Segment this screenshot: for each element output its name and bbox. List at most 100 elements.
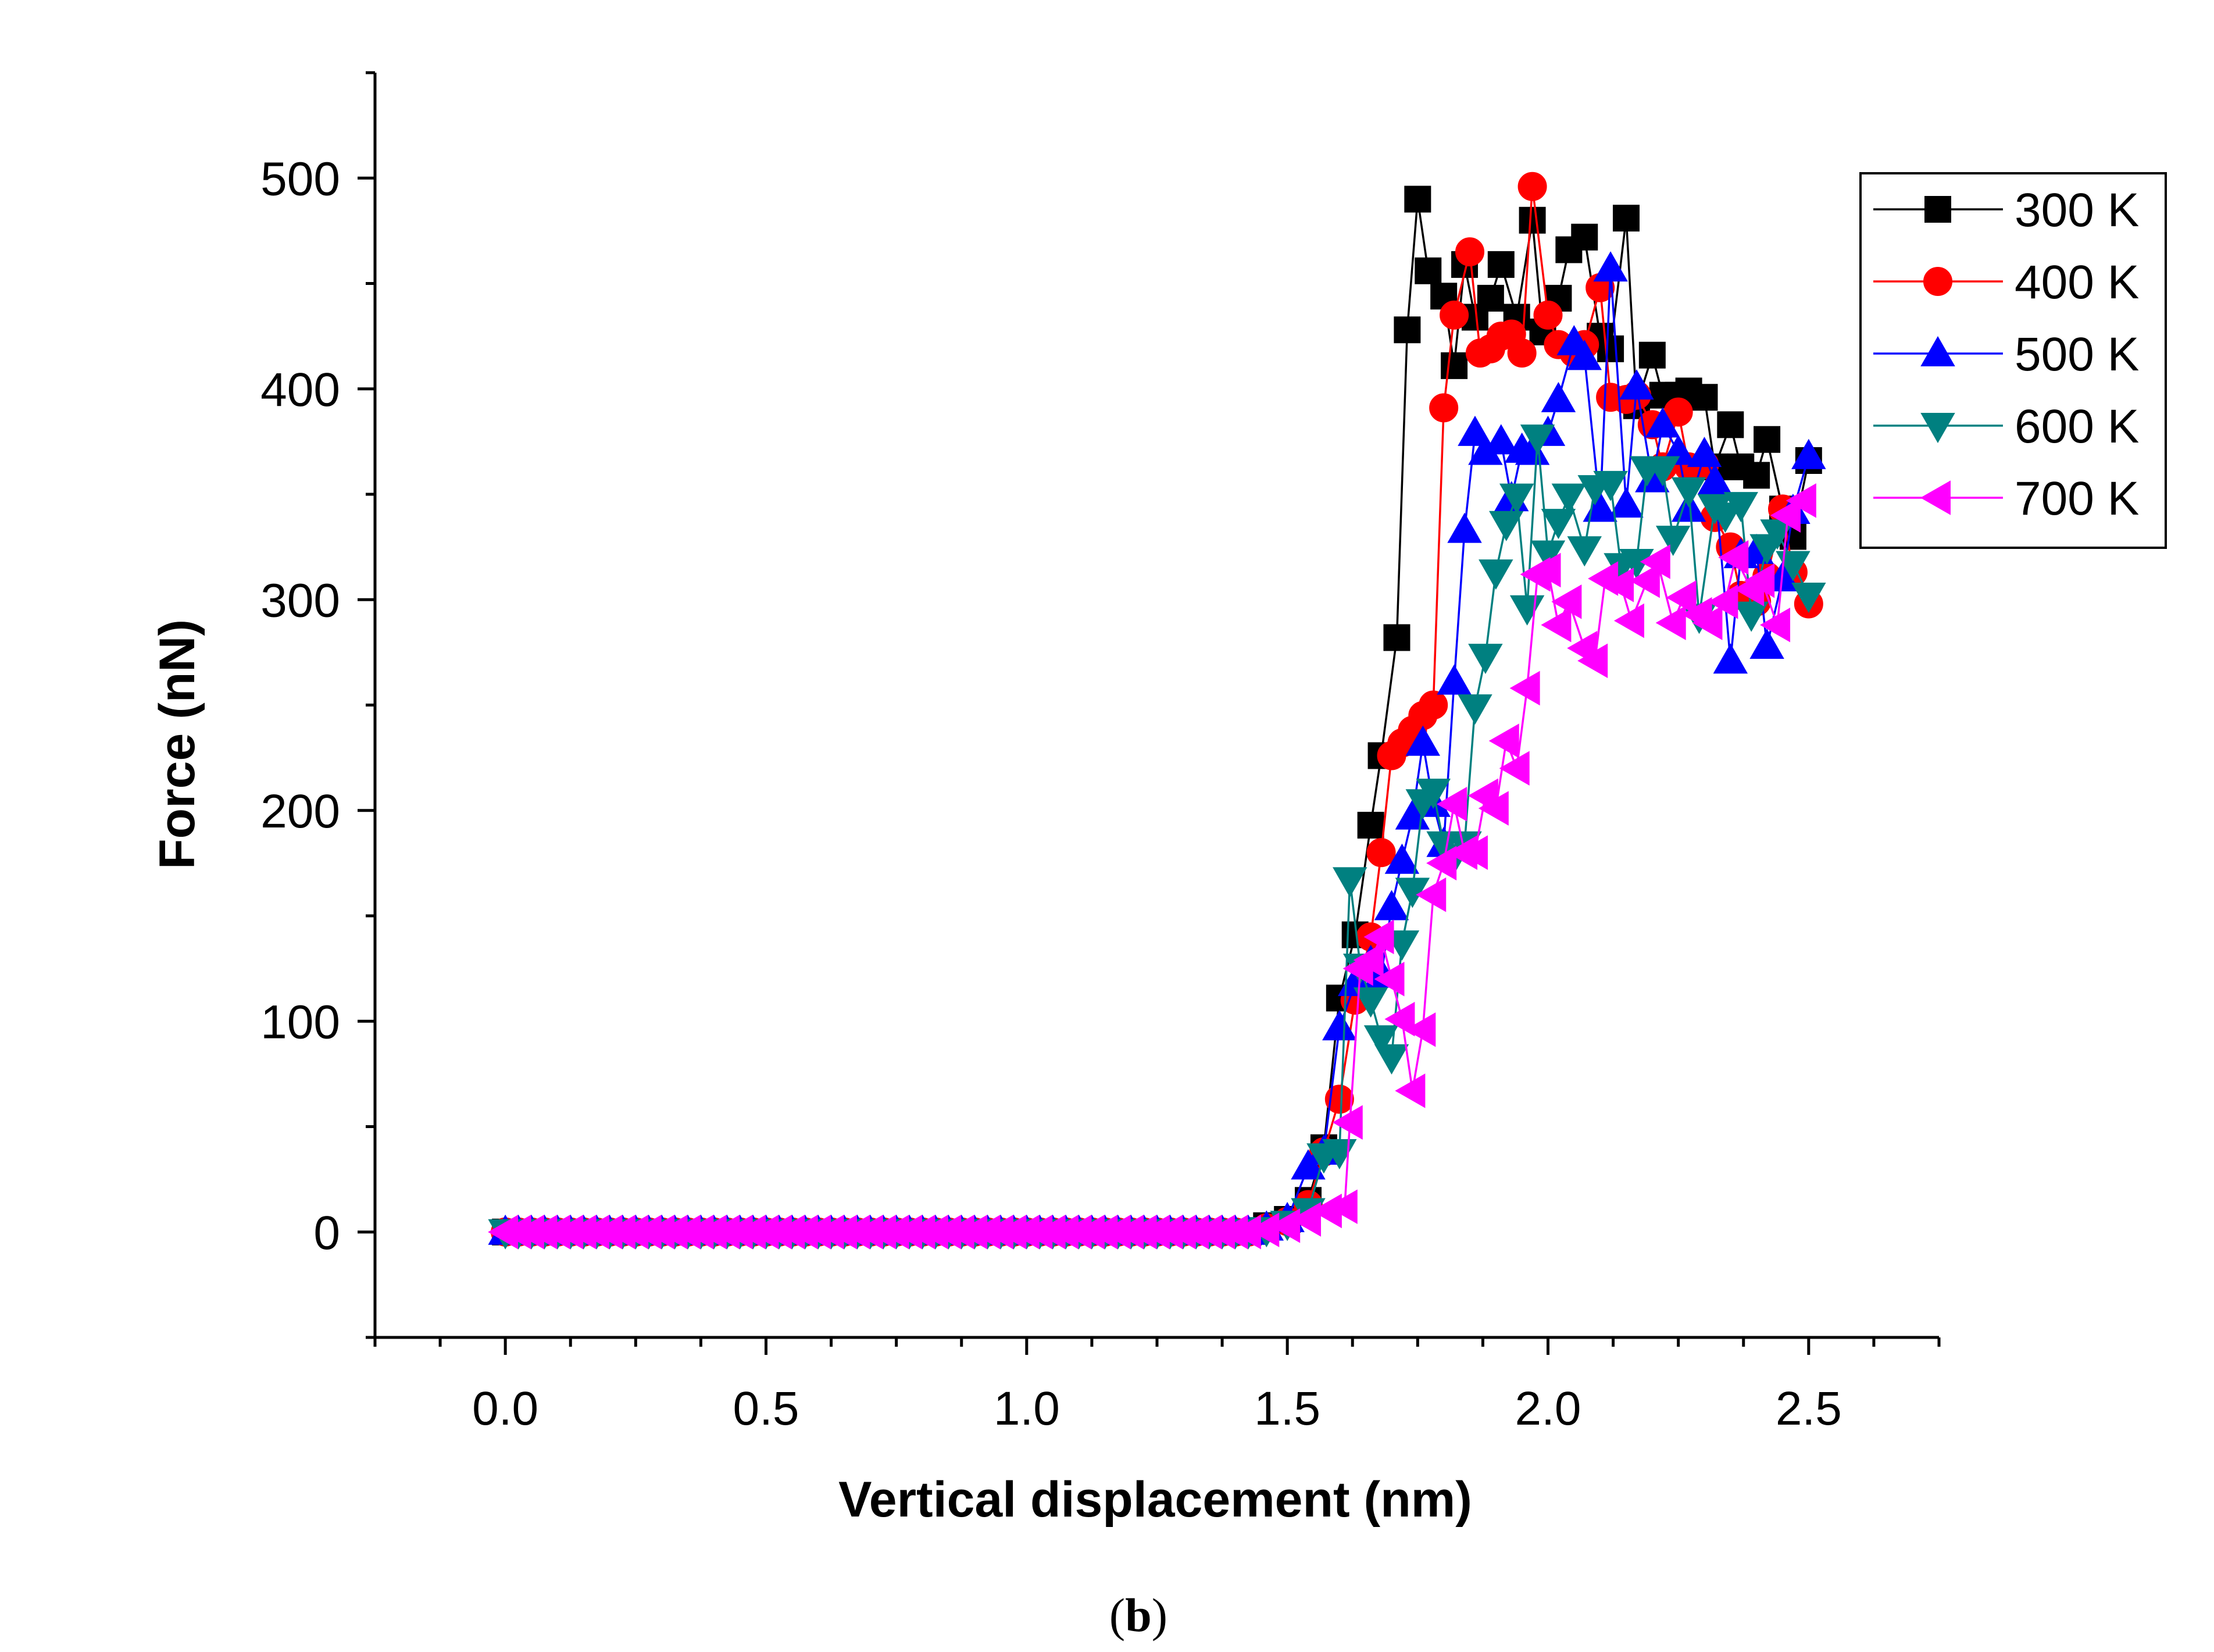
legend-item: 300 K [1873, 184, 2139, 237]
data-point [1530, 552, 1561, 588]
data-point [1629, 563, 1660, 598]
axes: 0.0 0.5 1.0 1.5 2.0 2.5 0 100 200 300 400 500 [260, 71, 1941, 1435]
data-point [1357, 812, 1384, 839]
series-300-k [492, 185, 1822, 1246]
data-point [1734, 601, 1769, 632]
data-point [1533, 300, 1563, 330]
data-point [1776, 551, 1811, 581]
data-point [1458, 415, 1492, 446]
data-point [1708, 502, 1743, 533]
caption-close-paren: ) [1152, 1589, 1167, 1642]
data-point [1324, 1084, 1354, 1114]
data-point [1322, 1010, 1357, 1041]
data-point [1366, 838, 1396, 868]
data-point [1509, 595, 1545, 626]
series-400-k [491, 172, 1823, 1247]
legend-marker [1924, 196, 1951, 223]
x-tick-label: 1.5 [1254, 1382, 1320, 1435]
data-point [1419, 690, 1448, 720]
data-point [1530, 540, 1566, 571]
data-point [1593, 251, 1628, 282]
legend-marker [1920, 336, 1955, 366]
legend-label: 500 K [2015, 328, 2139, 381]
legend-item: 600 K [1873, 400, 2139, 453]
data-point [1577, 643, 1608, 679]
legend-marker [1920, 480, 1951, 515]
data-point [1645, 407, 1680, 438]
data-point [1333, 867, 1367, 898]
data-point [1416, 779, 1451, 809]
legend-label: 600 K [2015, 400, 2139, 453]
data-point [1692, 605, 1723, 640]
legend-item: 400 K [1873, 256, 2139, 309]
data-point [1749, 628, 1784, 659]
data-point [1638, 341, 1666, 369]
legend: 300 K 400 K 500 K 600 K 700 K [1859, 172, 2167, 549]
data-point [1374, 962, 1405, 997]
data-point [1458, 694, 1492, 725]
caption-letter: b [1125, 1589, 1152, 1642]
y-tick-label: 200 [260, 785, 340, 838]
data-point [1270, 1208, 1301, 1243]
data-point [1363, 1025, 1399, 1056]
legend-label: 400 K [2015, 256, 2139, 309]
caption-open-paren: ( [1109, 1589, 1125, 1642]
data-point [1374, 890, 1409, 920]
data-point [1754, 426, 1781, 453]
data-point [1597, 335, 1624, 362]
data-point [1691, 384, 1718, 411]
data-point [1477, 284, 1504, 312]
data-point [1478, 791, 1509, 826]
x-tick-label: 0.0 [472, 1382, 538, 1435]
data-point [1447, 512, 1482, 543]
data-point [1567, 340, 1602, 370]
data-point [1718, 540, 1749, 575]
data-point [1488, 723, 1519, 758]
data-point [1571, 223, 1598, 251]
data-point [1499, 751, 1530, 786]
x-tick-label: 2.0 [1515, 1382, 1581, 1435]
data-point [1604, 568, 1634, 602]
data-point [1717, 411, 1744, 438]
data-point [1791, 583, 1826, 613]
data-point [1655, 605, 1686, 640]
data-point [1405, 725, 1441, 756]
legend-item: 500 K [1873, 328, 2139, 381]
data-point [1519, 206, 1546, 234]
data-point [1416, 877, 1447, 912]
data-point [1760, 608, 1791, 643]
x-tick-label: 1.0 [994, 1382, 1060, 1435]
figure-caption: (b) [1109, 1589, 1167, 1642]
data-point [1429, 393, 1459, 423]
data-point [1619, 369, 1654, 400]
data-point [1353, 987, 1388, 1018]
data-point [1541, 509, 1576, 540]
data-point [1437, 664, 1472, 695]
data-point [1671, 477, 1706, 508]
data-point [1457, 835, 1488, 870]
data-point [1440, 300, 1469, 330]
data-point [1786, 483, 1816, 518]
data-point [1405, 1012, 1436, 1047]
legend-marker [1923, 267, 1952, 296]
x-tick-label: 2.5 [1776, 1382, 1842, 1435]
legend-label: 700 K [2015, 472, 2139, 525]
data-point [1645, 456, 1680, 487]
x-tick-label: 0.5 [733, 1382, 799, 1435]
series-600-k [488, 424, 1826, 1250]
data-point [1383, 624, 1410, 651]
x-axis-title: Vertical displacement (nm) [838, 1472, 1472, 1528]
data-point [1708, 584, 1738, 619]
series-700-k [488, 483, 1816, 1250]
data-point [1713, 643, 1748, 674]
data-point [1609, 487, 1644, 518]
data-point [1770, 498, 1801, 533]
y-axis-title: Force (nN) [149, 619, 205, 869]
data-point [1515, 434, 1550, 465]
data-point [1517, 172, 1547, 201]
data-point [1697, 464, 1733, 495]
data-point [1468, 644, 1503, 675]
data-point [1437, 787, 1467, 822]
